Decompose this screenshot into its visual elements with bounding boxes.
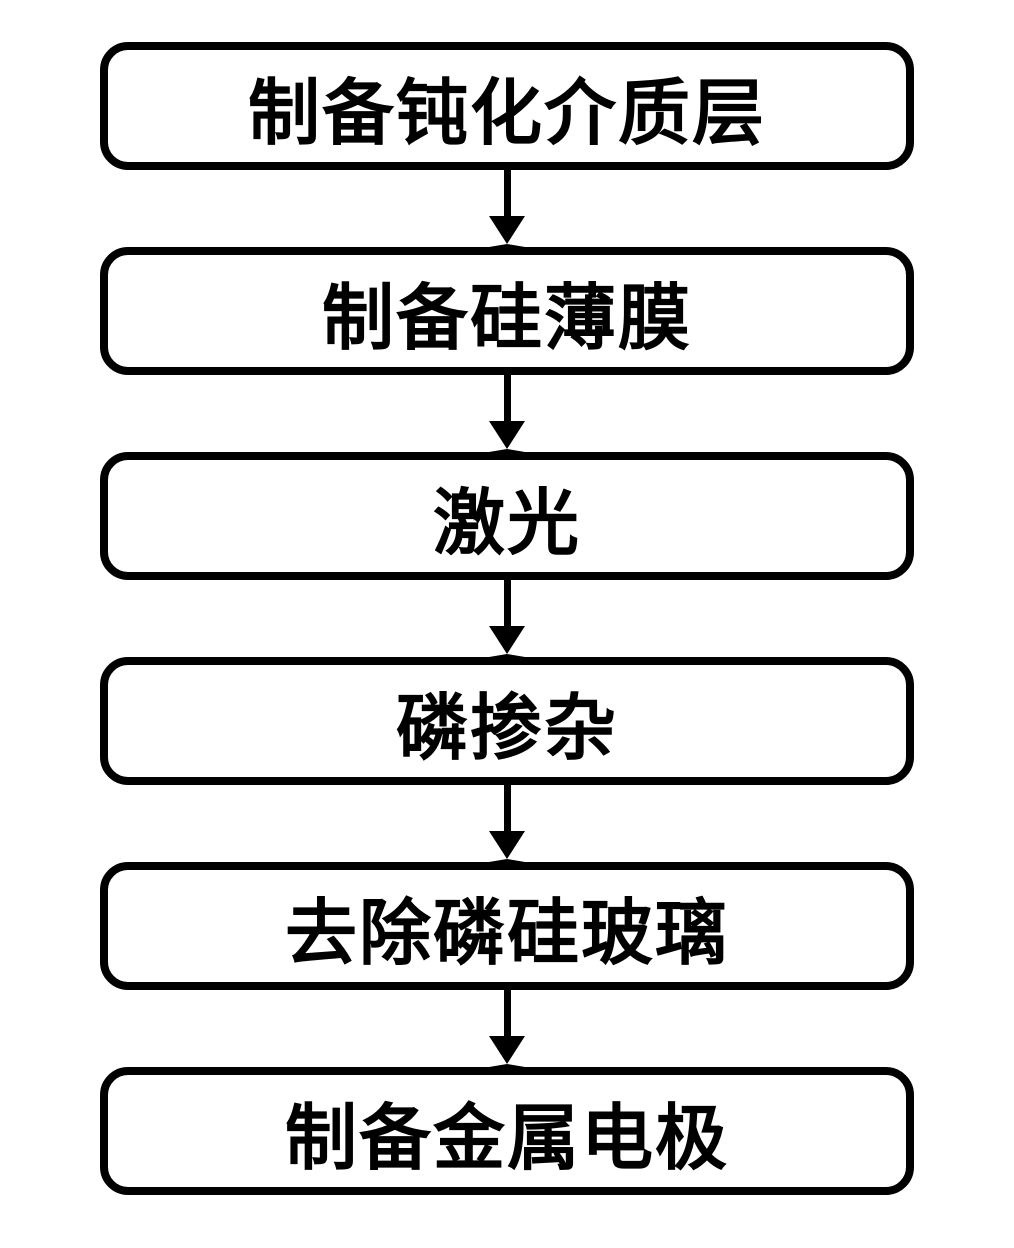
arrow-4 <box>489 785 525 862</box>
arrow-line <box>504 990 511 1036</box>
arrow-head-icon <box>489 1036 525 1067</box>
arrow-head-icon <box>489 626 525 657</box>
step-box-6: 制备金属电极 <box>100 1067 914 1195</box>
arrow-head-icon <box>489 831 525 862</box>
flowchart-container: 制备钝化介质层 制备硅薄膜 激光 磷掺杂 去除磷硅玻璃 制备金属电极 <box>100 42 914 1195</box>
step-box-1: 制备钝化介质层 <box>100 42 914 170</box>
arrow-line <box>504 375 511 421</box>
arrow-head-icon <box>489 216 525 247</box>
arrow-line <box>504 785 511 831</box>
step-box-4: 磷掺杂 <box>100 657 914 785</box>
arrow-line <box>504 170 511 216</box>
step-box-5: 去除磷硅玻璃 <box>100 862 914 990</box>
arrow-1 <box>489 170 525 247</box>
step-label-2: 制备硅薄膜 <box>322 259 692 364</box>
step-label-1: 制备钝化介质层 <box>248 54 766 159</box>
arrow-3 <box>489 580 525 657</box>
step-label-3: 激光 <box>433 464 581 569</box>
step-label-4: 磷掺杂 <box>396 669 618 774</box>
arrow-line <box>504 580 511 626</box>
step-label-6: 制备金属电极 <box>285 1079 729 1184</box>
step-box-3: 激光 <box>100 452 914 580</box>
arrow-5 <box>489 990 525 1067</box>
step-box-2: 制备硅薄膜 <box>100 247 914 375</box>
arrow-2 <box>489 375 525 452</box>
step-label-5: 去除磷硅玻璃 <box>285 874 729 979</box>
arrow-head-icon <box>489 421 525 452</box>
